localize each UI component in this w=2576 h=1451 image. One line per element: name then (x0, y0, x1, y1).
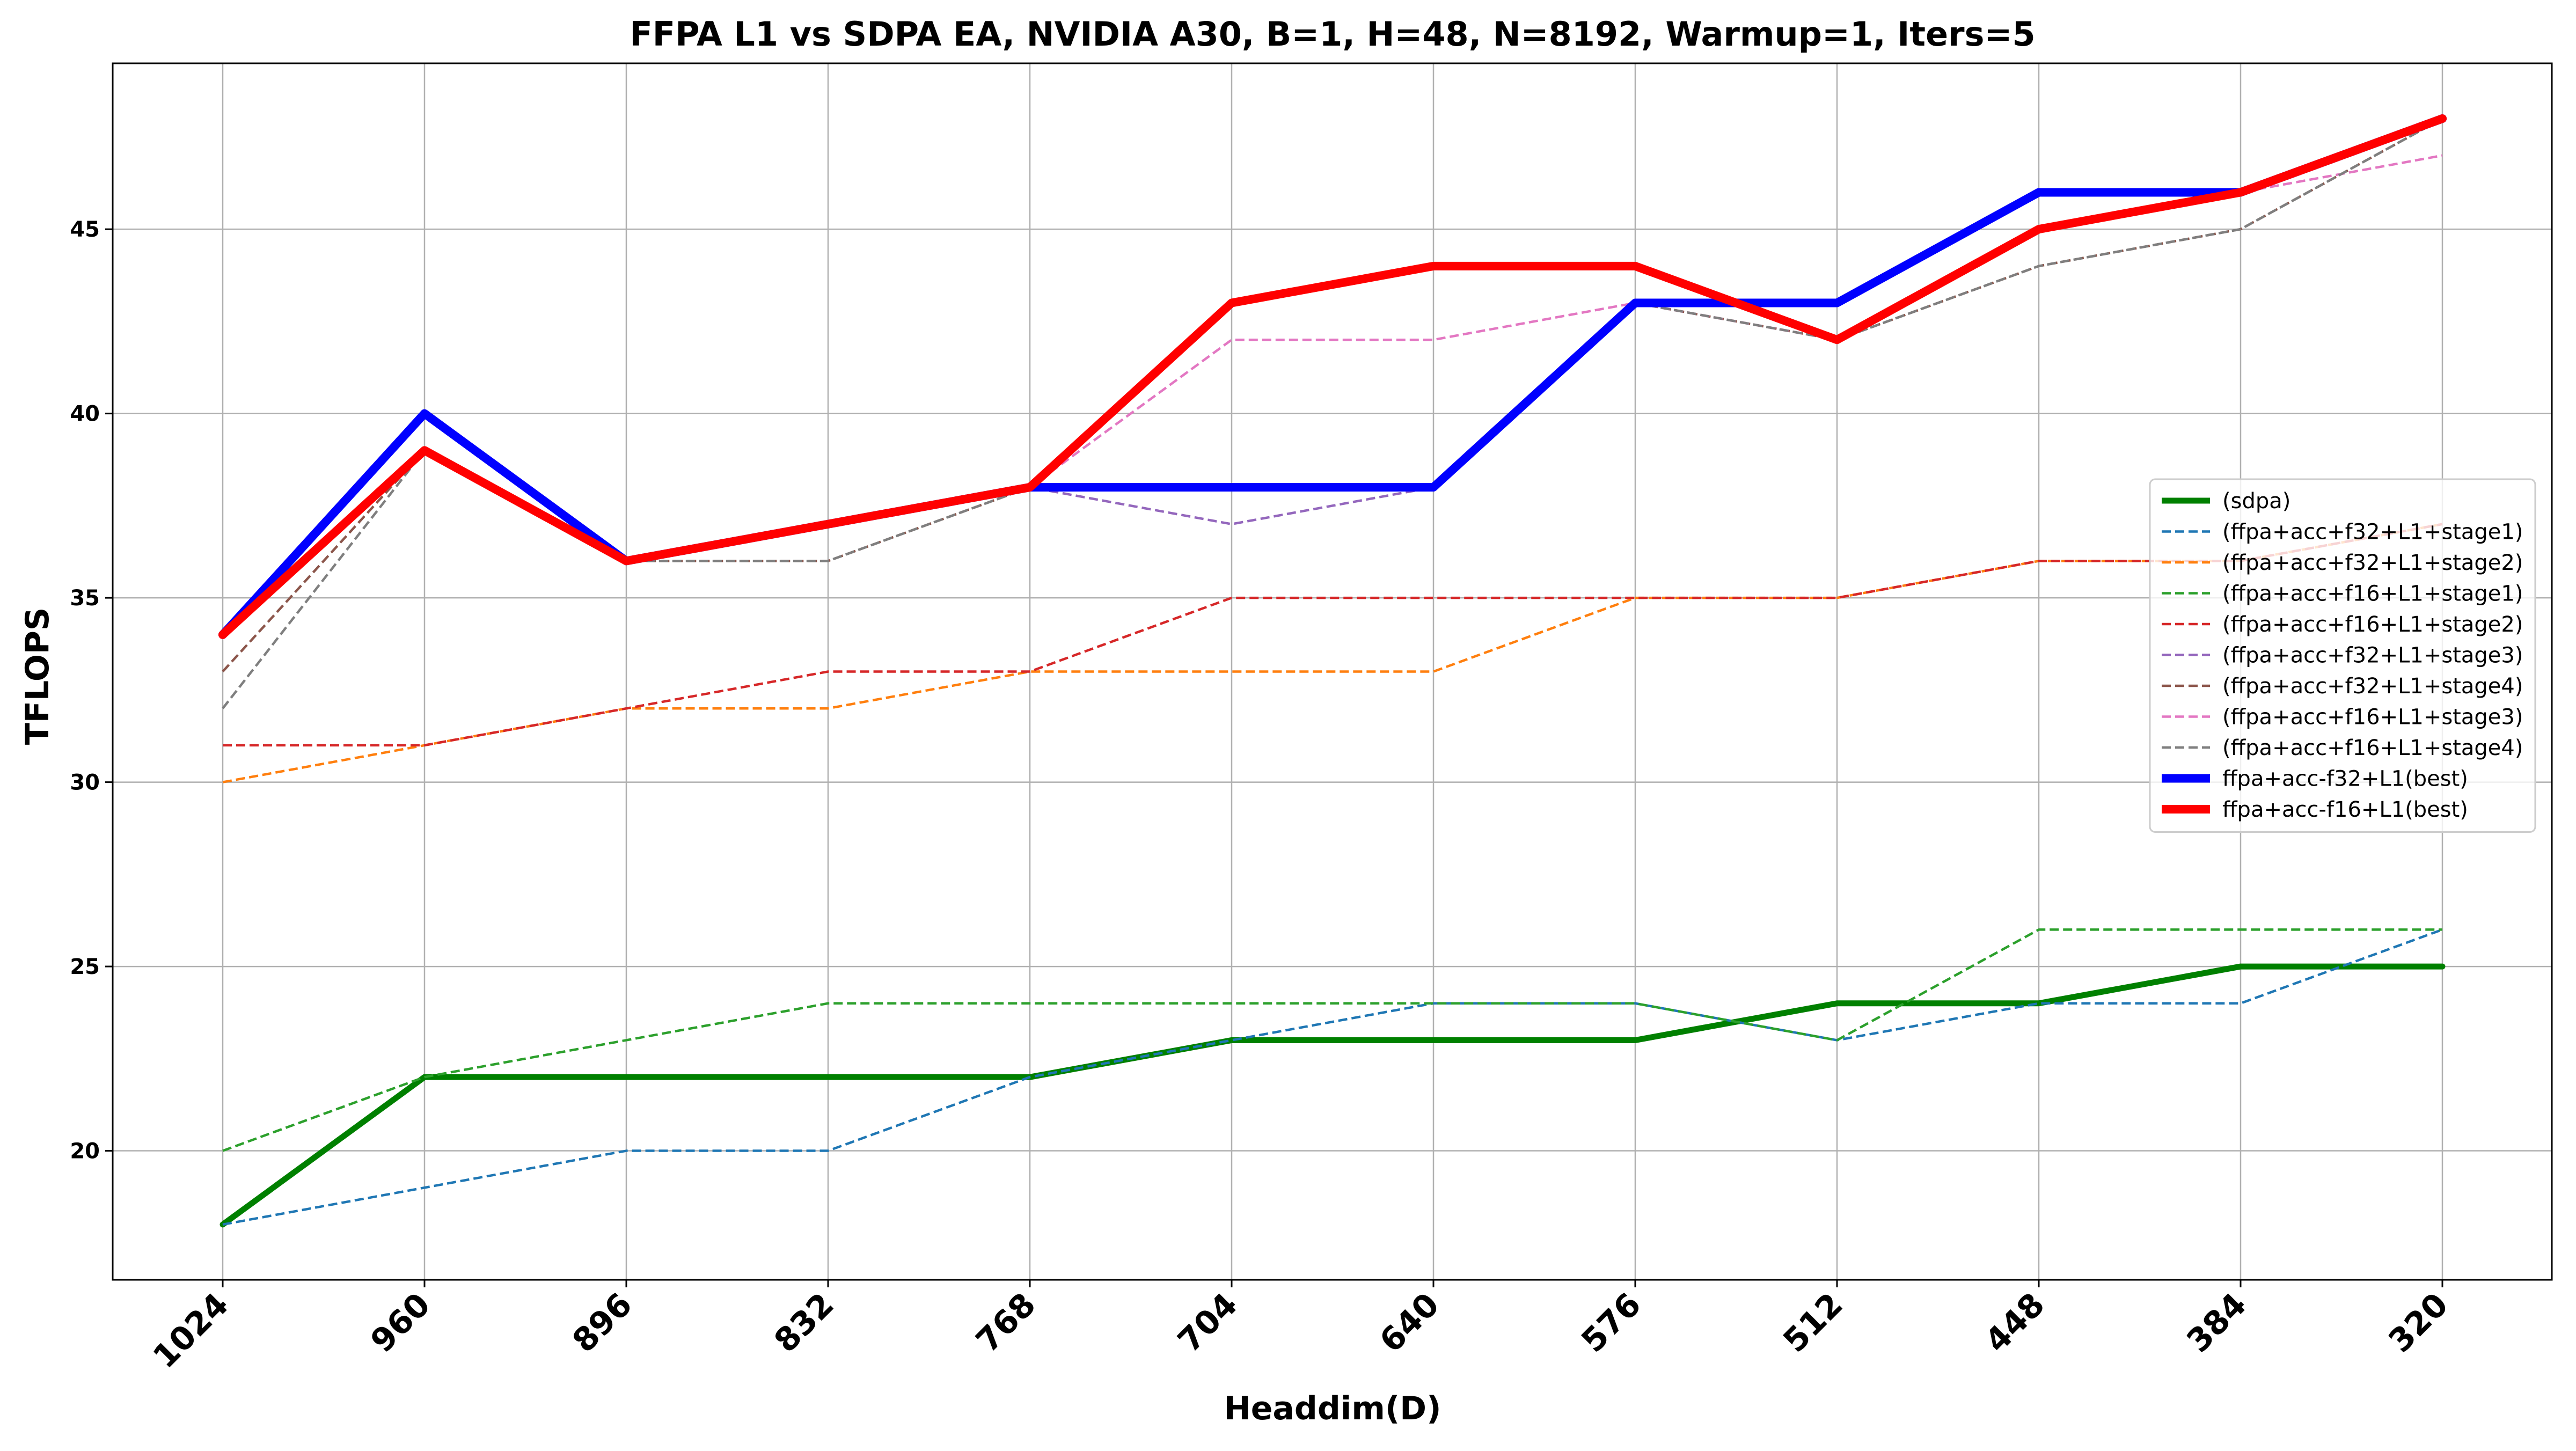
y-tick-label: 45 (70, 217, 100, 242)
legend-label: (ffpa+acc+f16+L1+stage2) (2222, 612, 2523, 637)
series-line (219, 963, 2446, 1228)
series-line (218, 114, 2447, 639)
series-line (222, 928, 2443, 1226)
legend-label: (ffpa+acc+f16+L1+stage1) (2222, 582, 2523, 606)
legend-label: (ffpa+acc+f32+L1+stage2) (2222, 551, 2523, 575)
y-tick-label: 30 (70, 771, 100, 795)
legend-label: (ffpa+acc+f16+L1+stage3) (2222, 705, 2523, 730)
series-line (222, 523, 2443, 783)
legend-label: (ffpa+acc+f32+L1+stage3) (2222, 643, 2523, 668)
y-axis-label: TFLOPS (19, 607, 56, 745)
y-tick-label: 25 (70, 955, 100, 979)
legend-label: (ffpa+acc+f16+L1+stage4) (2222, 736, 2523, 760)
legend-label: ffpa+acc-f16+L1(best) (2222, 797, 2468, 822)
x-axis-label: Headdim(D) (1224, 1390, 1441, 1427)
legend: (sdpa) (ffpa+acc+f32+L1+stage1) (ffpa+acc+… (2149, 478, 2536, 833)
y-tick-label: 20 (70, 1139, 100, 1164)
series-line (218, 114, 2447, 639)
legend-box (2149, 478, 2536, 833)
legend-label: (ffpa+acc+f32+L1+stage1) (2222, 520, 2523, 545)
y-tick-label: 40 (70, 402, 100, 427)
legend-label: ffpa+acc-f32+L1(best) (2222, 767, 2468, 792)
chart-title: FFPA L1 vs SDPA EA, NVIDIA A30, B=1, H=4… (630, 14, 2035, 54)
series-line (222, 928, 2442, 1152)
plot-frame (112, 62, 2553, 1281)
legend-label: (ffpa+acc+f32+L1+stage4) (2222, 674, 2523, 699)
series-line (223, 523, 2443, 747)
series-lines (218, 114, 2447, 1228)
legend-label: (sdpa) (2222, 489, 2290, 514)
y-tick-label: 35 (70, 586, 100, 611)
